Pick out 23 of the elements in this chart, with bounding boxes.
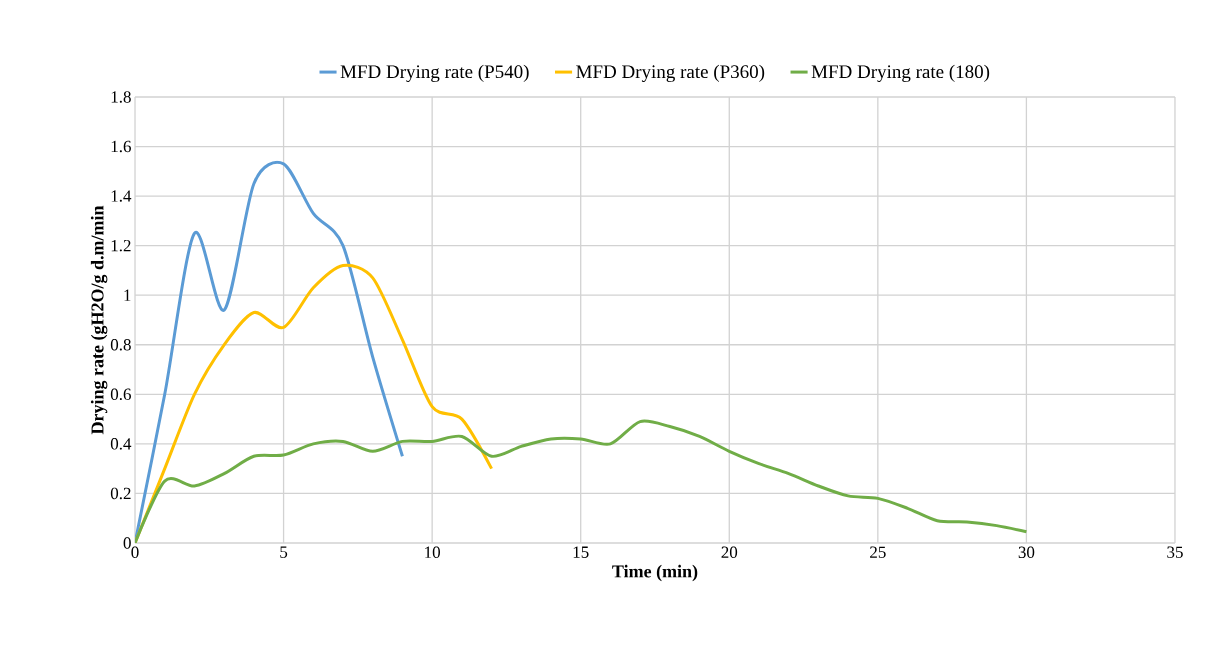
y-tick-label: 0.4 [110, 438, 132, 450]
x-tick-label: 20 [721, 546, 738, 558]
line-series [135, 419, 1028, 543]
y-tick-label: 1.4 [111, 190, 132, 202]
legend-label: MFD Drying rate (P540) [340, 64, 529, 82]
y-tick-label: 0 [123, 537, 131, 549]
y-tick-label: 0.8 [110, 338, 131, 351]
y-tick-label: 0.2 [110, 487, 131, 500]
legend-label: MFD Drying rate (P360) [576, 64, 765, 82]
y-tick-label: 1.2 [111, 239, 131, 252]
x-tick-label: 10 [425, 546, 440, 558]
y-tick-label: 1 [124, 289, 131, 301]
x-tick-label: 15 [573, 546, 589, 558]
x-tick-label: 5 [280, 546, 288, 558]
x-axis-title: Time (min) [612, 564, 698, 582]
y-tick-label: 0.6 [110, 388, 131, 401]
y-axis-title: Drying rate (gH2O/g d.m/min [90, 205, 108, 435]
x-tick-label: 25 [870, 546, 886, 558]
y-tick-label: 1.8 [111, 91, 131, 103]
y-tick-label: 1.6 [111, 140, 131, 153]
legend-label: MFD Drying rate (180) [811, 64, 990, 82]
x-tick-label: 30 [1018, 546, 1035, 558]
x-tick-label: 35 [1167, 546, 1183, 558]
